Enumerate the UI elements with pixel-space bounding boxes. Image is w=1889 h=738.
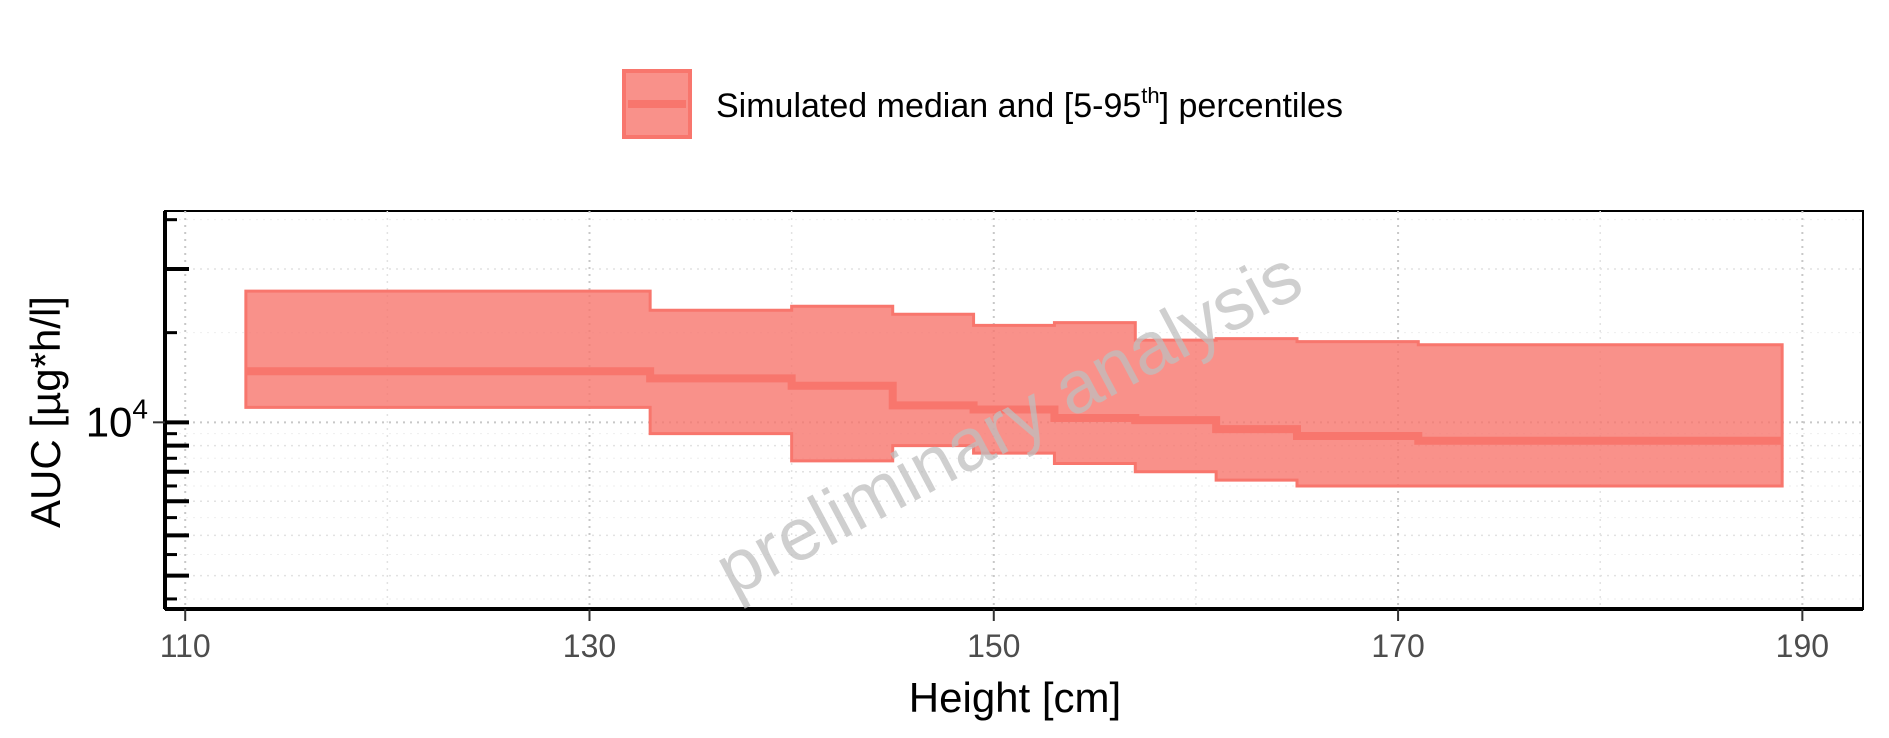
plot-panel: 110 130 150 170 190 104: [86, 210, 1864, 664]
median-line: [245, 367, 1783, 445]
y-tick-label: 104: [86, 393, 148, 445]
x-ticks: 110 130 150 170 190: [160, 609, 1829, 664]
series-layer: [244, 289, 1784, 488]
legend: Simulated median and [5-95th] percentile…: [622, 69, 1343, 139]
x-tick-label: 190: [1776, 628, 1829, 664]
x-tick-label: 150: [967, 628, 1020, 664]
x-tick-label: 130: [563, 628, 616, 664]
x-tick-label: 170: [1371, 628, 1424, 664]
legend-label: Simulated median and [5-95th] percentile…: [716, 83, 1343, 125]
y-ticks: 104: [86, 218, 189, 601]
x-tick-label: 110: [160, 628, 211, 664]
axes: [163, 211, 1863, 611]
y-axis-title: AUC [µg*h/l]: [22, 296, 69, 528]
x-axis-title: Height [cm]: [909, 674, 1121, 721]
